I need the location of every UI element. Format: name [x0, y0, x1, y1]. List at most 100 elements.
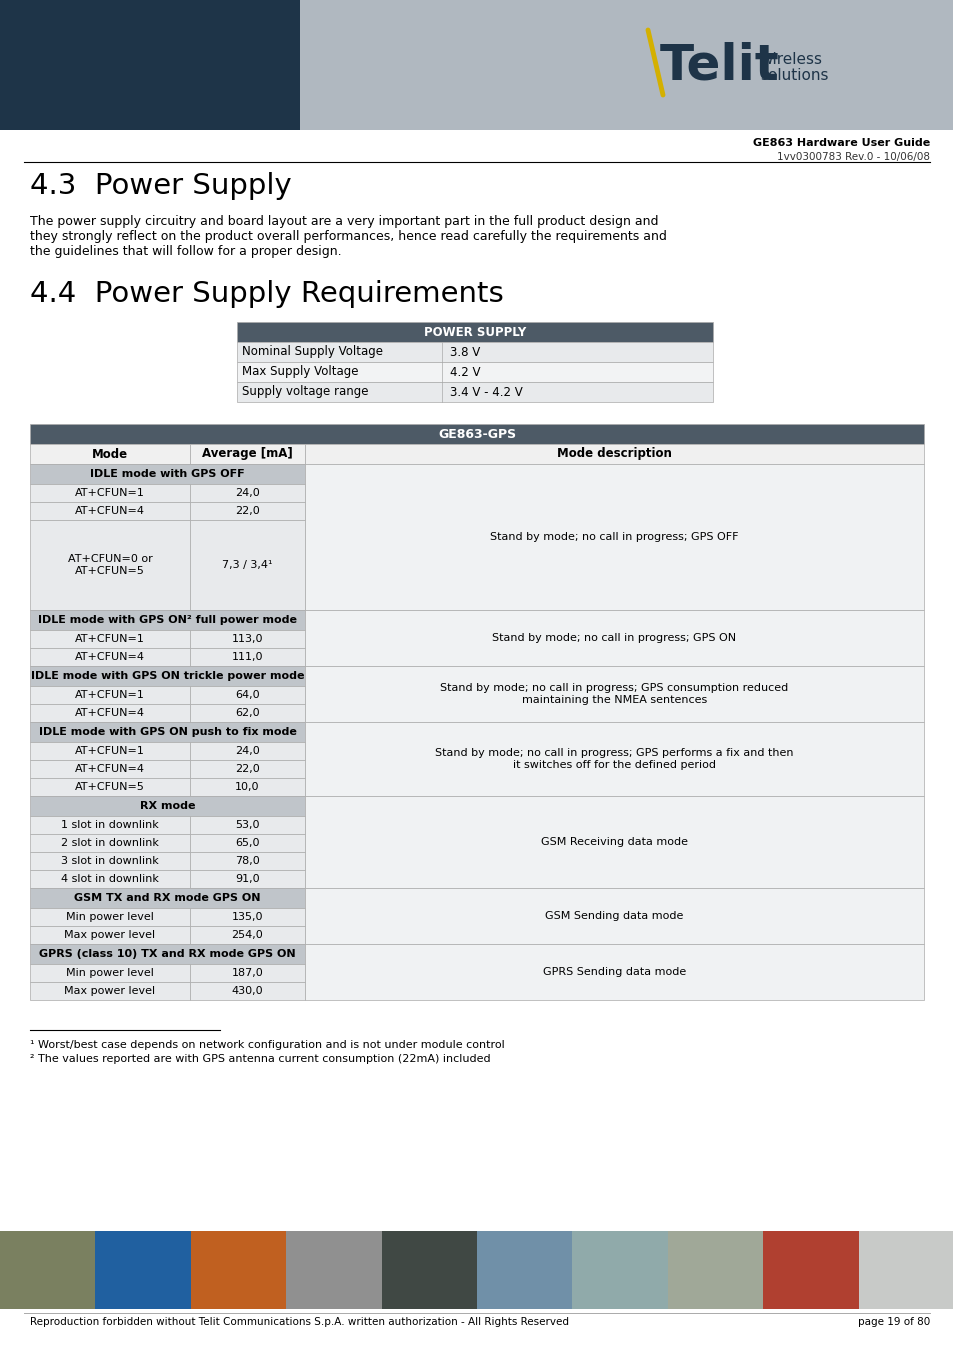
Bar: [30, 761, 190, 778]
Bar: [95, 1231, 191, 1309]
Text: 135,0: 135,0: [232, 912, 263, 921]
Text: 64,0: 64,0: [235, 690, 259, 700]
Text: The power supply circuitry and board layout are a very important part in the ful: The power supply circuitry and board lay…: [30, 215, 658, 228]
Bar: [190, 484, 305, 503]
Text: 78,0: 78,0: [234, 857, 259, 866]
Text: wireless: wireless: [760, 51, 821, 68]
Bar: [30, 704, 190, 721]
Text: 1 slot in downlink: 1 slot in downlink: [61, 820, 159, 830]
Text: 24,0: 24,0: [234, 746, 259, 757]
Text: IDLE mode with GPS ON trickle power mode: IDLE mode with GPS ON trickle power mode: [30, 671, 304, 681]
Text: Reproduction forbidden without Telit Communications S.p.A. written authorization: Reproduction forbidden without Telit Com…: [30, 1317, 568, 1327]
Text: the guidelines that will follow for a proper design.: the guidelines that will follow for a pr…: [30, 245, 341, 258]
Text: 3.4 V - 4.2 V: 3.4 V - 4.2 V: [450, 385, 522, 399]
Bar: [236, 382, 712, 403]
Text: 1vv0300783 Rev.0 - 10/06/08: 1vv0300783 Rev.0 - 10/06/08: [776, 153, 929, 162]
Bar: [190, 630, 305, 648]
Text: Supply voltage range: Supply voltage range: [242, 385, 368, 399]
Text: 4 slot in downlink: 4 slot in downlink: [61, 874, 159, 884]
Bar: [190, 982, 305, 1000]
Text: Mode description: Mode description: [557, 447, 671, 461]
Bar: [305, 721, 923, 796]
Bar: [190, 834, 305, 852]
Bar: [30, 778, 190, 796]
Bar: [190, 852, 305, 870]
Bar: [305, 463, 923, 611]
Bar: [30, 834, 190, 852]
Text: Average [mA]: Average [mA]: [202, 447, 293, 461]
Bar: [305, 444, 923, 463]
Text: AT+CFUN=4: AT+CFUN=4: [75, 507, 145, 516]
Text: GE863-GPS: GE863-GPS: [437, 427, 516, 440]
Text: GSM Sending data mode: GSM Sending data mode: [545, 911, 683, 921]
Bar: [30, 742, 190, 761]
Bar: [30, 796, 305, 816]
Bar: [190, 503, 305, 520]
Text: 3.8 V: 3.8 V: [450, 346, 479, 358]
Bar: [190, 686, 305, 704]
Text: Telit: Telit: [659, 41, 779, 89]
Text: AT+CFUN=1: AT+CFUN=1: [75, 746, 145, 757]
Bar: [190, 816, 305, 834]
Text: 3 slot in downlink: 3 slot in downlink: [61, 857, 159, 866]
Text: AT+CFUN=5: AT+CFUN=5: [75, 782, 145, 792]
Text: solutions: solutions: [760, 68, 827, 82]
Text: AT+CFUN=4: AT+CFUN=4: [75, 708, 145, 717]
Bar: [30, 686, 190, 704]
Text: 113,0: 113,0: [232, 634, 263, 644]
Bar: [30, 648, 190, 666]
Bar: [30, 816, 190, 834]
Bar: [30, 965, 190, 982]
Bar: [30, 444, 190, 463]
Bar: [190, 870, 305, 888]
Bar: [305, 611, 923, 666]
Bar: [30, 484, 190, 503]
Text: AT+CFUN=1: AT+CFUN=1: [75, 634, 145, 644]
Text: Stand by mode; no call in progress; GPS consumption reduced
maintaining the NMEA: Stand by mode; no call in progress; GPS …: [440, 684, 788, 705]
Bar: [30, 925, 190, 944]
Bar: [30, 630, 190, 648]
Text: 430,0: 430,0: [232, 986, 263, 996]
Text: 7,3 / 3,4¹: 7,3 / 3,4¹: [222, 561, 273, 570]
Bar: [30, 888, 305, 908]
Text: 4.4  Power Supply Requirements: 4.4 Power Supply Requirements: [30, 280, 503, 308]
Text: AT+CFUN=4: AT+CFUN=4: [75, 765, 145, 774]
Text: GPRS (class 10) TX and RX mode GPS ON: GPRS (class 10) TX and RX mode GPS ON: [39, 948, 295, 959]
Bar: [305, 944, 923, 1000]
Bar: [30, 908, 190, 925]
Bar: [190, 444, 305, 463]
Bar: [190, 704, 305, 721]
Text: 24,0: 24,0: [234, 488, 259, 499]
Text: Max power level: Max power level: [65, 929, 155, 940]
Text: POWER SUPPLY: POWER SUPPLY: [423, 326, 525, 339]
Bar: [190, 908, 305, 925]
Text: GPRS Sending data mode: GPRS Sending data mode: [542, 967, 685, 977]
Text: Stand by mode; no call in progress; GPS OFF: Stand by mode; no call in progress; GPS …: [490, 532, 738, 542]
Text: IDLE mode with GPS ON push to fix mode: IDLE mode with GPS ON push to fix mode: [38, 727, 296, 738]
Bar: [0, 0, 299, 130]
Text: ¹ Worst/best case depends on network configuration and is not under module contr: ¹ Worst/best case depends on network con…: [30, 1040, 504, 1050]
Text: AT+CFUN=1: AT+CFUN=1: [75, 488, 145, 499]
Text: GE863 Hardware User Guide: GE863 Hardware User Guide: [752, 138, 929, 149]
Bar: [0, 1231, 95, 1309]
Text: AT+CFUN=1: AT+CFUN=1: [75, 690, 145, 700]
Bar: [190, 520, 305, 611]
Text: 22,0: 22,0: [234, 765, 259, 774]
Text: 4.3  Power Supply: 4.3 Power Supply: [30, 172, 292, 200]
Text: 2 slot in downlink: 2 slot in downlink: [61, 838, 159, 848]
Bar: [30, 944, 305, 965]
Bar: [30, 870, 190, 888]
Bar: [30, 611, 305, 630]
Bar: [305, 796, 923, 888]
Text: RX mode: RX mode: [139, 801, 195, 811]
Text: 254,0: 254,0: [232, 929, 263, 940]
Bar: [190, 648, 305, 666]
Text: 91,0: 91,0: [235, 874, 259, 884]
Bar: [476, 1231, 572, 1309]
Bar: [236, 362, 712, 382]
Text: Max Supply Voltage: Max Supply Voltage: [242, 366, 358, 378]
Text: 62,0: 62,0: [235, 708, 259, 717]
Bar: [30, 852, 190, 870]
Text: Min power level: Min power level: [66, 912, 153, 921]
Text: 187,0: 187,0: [232, 969, 263, 978]
